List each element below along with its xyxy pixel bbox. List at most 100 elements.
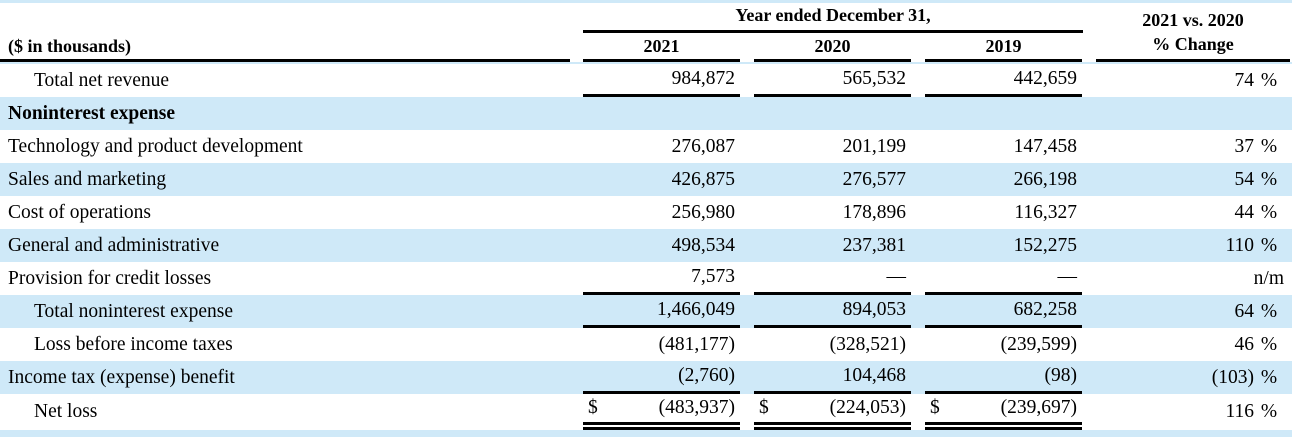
pct-value: 64 [1234, 300, 1255, 322]
table-row: Cost of operations 256,980 178,896 116,3… [0, 196, 1292, 229]
value: 426,875 [671, 168, 735, 190]
value-cell: 147,458 [925, 130, 1082, 163]
table-row: Provision for credit losses 7,573 — — n/… [0, 262, 1292, 295]
pct-sign: % [1260, 300, 1278, 322]
row-label: Technology and product development [8, 135, 303, 157]
pct-cell: 110 % [1096, 229, 1290, 262]
dollar-sign: $ [588, 397, 598, 418]
table-row: General and administrative 498,534 237,3… [0, 229, 1292, 262]
value-cell: $ (483,937) [583, 394, 740, 430]
pct-cell: (103) % [1096, 361, 1290, 394]
bottom-highlight-strip [0, 430, 1292, 437]
value-cell: 104,468 [754, 361, 911, 394]
value-cell: $ (224,053) [754, 394, 911, 430]
pct-value: 54 [1234, 168, 1255, 190]
pct-cell: 44 % [1096, 196, 1290, 229]
value-cell [583, 97, 740, 130]
pct-sign: % [1260, 168, 1278, 190]
value-cell: $ (239,697) [925, 394, 1082, 430]
row-label: Sales and marketing [8, 168, 167, 190]
value-cell: 276,577 [754, 163, 911, 196]
value: — [886, 266, 907, 287]
row-label: General and administrative [8, 234, 220, 256]
value: 116,327 [1014, 201, 1077, 223]
value: 201,199 [842, 135, 906, 157]
value-cell: (98) [925, 361, 1082, 394]
pct-value: 74 [1234, 69, 1255, 91]
table-header: Year ended December 31, 2021 vs. 2020 % … [0, 3, 1292, 62]
row-label: Noninterest expense [8, 102, 175, 124]
value-cell: (328,521) [754, 328, 911, 361]
pct-sign: % [1260, 401, 1278, 422]
column-header-2021: 2021 [643, 36, 680, 56]
table-row: Technology and product development 276,0… [0, 130, 1292, 163]
row-label: Total net revenue [34, 69, 170, 91]
pct-value: n/m [1253, 267, 1284, 289]
label-column-rule [0, 59, 570, 62]
table-row: Total noninterest expense 1,466,049 894,… [0, 295, 1292, 328]
value: (2,760) [678, 365, 735, 386]
pct-cell: 64 % [1096, 295, 1290, 328]
row-label: Provision for credit losses [8, 267, 212, 289]
value-cell: — [754, 262, 911, 295]
value: 276,577 [842, 168, 906, 190]
value-cell: 266,198 [925, 163, 1082, 196]
pct-cell: 54 % [1096, 163, 1290, 196]
value-cell: 426,875 [583, 163, 740, 196]
pct-sign: % [1260, 234, 1278, 256]
pct-value: (103) [1211, 366, 1254, 388]
value: 104,468 [842, 365, 906, 386]
value-cell: (239,599) [925, 328, 1082, 361]
table-row: Net loss $ (483,937) $ (224,053) $ (239,… [0, 394, 1292, 430]
value-cell: 1,466,049 [583, 295, 740, 328]
value: 682,258 [1013, 299, 1077, 320]
value: (98) [1044, 365, 1078, 386]
value-cell: — [925, 262, 1082, 295]
table-row: Noninterest expense [0, 97, 1292, 130]
pct-value: 110 [1225, 234, 1254, 256]
value-cell: 237,381 [754, 229, 911, 262]
pct-column-rule [1096, 59, 1290, 62]
year-2021-rule [583, 59, 740, 62]
value: 147,458 [1013, 135, 1077, 157]
value-cell [925, 97, 1082, 130]
value-cell: (2,760) [583, 361, 740, 394]
pct-sign: % [1260, 69, 1278, 91]
pct-cell [1096, 97, 1290, 130]
change-header-line1: 2021 vs. 2020 [1142, 10, 1244, 30]
value-cell: 152,275 [925, 229, 1082, 262]
year-2019-rule [925, 59, 1082, 62]
value: 565,532 [842, 68, 906, 89]
dollar-sign: $ [759, 397, 769, 418]
value: 1,466,049 [657, 299, 735, 320]
pct-cell: 116 % [1096, 394, 1290, 430]
value-cell: 201,199 [754, 130, 911, 163]
table-row: Sales and marketing 426,875 276,577 266,… [0, 163, 1292, 196]
value-cell [754, 97, 911, 130]
year-group-header: Year ended December 31, [583, 5, 1083, 33]
top-highlight-strip [0, 0, 1292, 3]
value-cell: 178,896 [754, 196, 911, 229]
value: 266,198 [1013, 168, 1077, 190]
pct-value: 44 [1234, 201, 1255, 223]
row-label: Cost of operations [8, 201, 151, 223]
pct-cell: n/m [1096, 262, 1290, 295]
value: 7,573 [691, 266, 735, 287]
value: (239,697) [1000, 397, 1077, 418]
row-label: Net loss [34, 401, 98, 422]
table-row: Income tax (expense) benefit (2,760) 104… [0, 361, 1292, 394]
column-header-2019: 2019 [985, 36, 1022, 56]
value-cell: 498,534 [583, 229, 740, 262]
row-label: Loss before income taxes [34, 333, 233, 355]
change-column-header: 2021 vs. 2020 % Change [1096, 9, 1290, 57]
value: 178,896 [842, 201, 906, 223]
value-cell: 565,532 [754, 64, 911, 97]
pct-sign: % [1260, 366, 1278, 388]
pct-cell: 74 % [1096, 64, 1290, 97]
table-body: Total net revenue 984,872 565,532 442,65… [0, 64, 1292, 430]
dollar-sign: $ [930, 397, 940, 418]
value: — [1057, 266, 1078, 287]
value-cell: 116,327 [925, 196, 1082, 229]
pct-value: 46 [1234, 333, 1255, 355]
